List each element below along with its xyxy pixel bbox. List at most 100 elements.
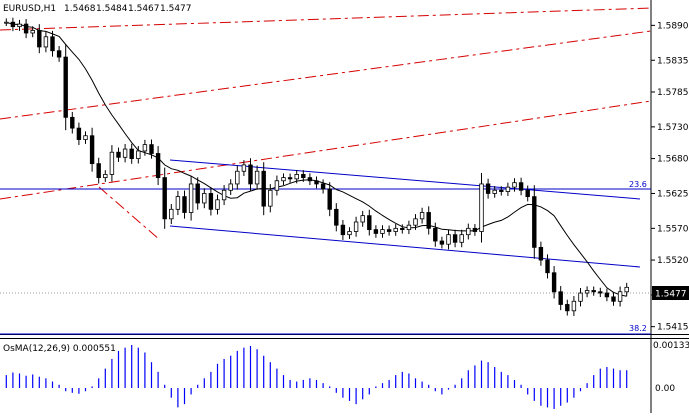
candle[interactable] bbox=[103, 170, 108, 182]
candle[interactable] bbox=[393, 224, 398, 236]
candle[interactable] bbox=[30, 26, 35, 38]
osma-panel[interactable]: OsMA(12,26,9) 0.000551 0.001332 0.00 bbox=[3, 341, 689, 409]
candle[interactable] bbox=[202, 188, 207, 209]
candle[interactable] bbox=[565, 299, 570, 316]
candle[interactable] bbox=[320, 179, 326, 194]
candle[interactable] bbox=[149, 139, 154, 159]
candle[interactable] bbox=[353, 216, 359, 237]
candle[interactable] bbox=[109, 145, 115, 182]
candle[interactable] bbox=[215, 194, 220, 215]
candle[interactable] bbox=[591, 286, 596, 296]
candle[interactable] bbox=[518, 177, 524, 196]
candle[interactable] bbox=[340, 219, 346, 240]
candle[interactable] bbox=[598, 287, 603, 298]
candle[interactable] bbox=[37, 24, 42, 54]
candle[interactable] bbox=[195, 177, 200, 210]
candle[interactable] bbox=[406, 220, 412, 235]
candle[interactable] bbox=[485, 178, 491, 199]
candle[interactable] bbox=[360, 210, 365, 227]
candle[interactable] bbox=[472, 224, 478, 236]
candle[interactable] bbox=[182, 190, 187, 219]
candle[interactable] bbox=[380, 225, 385, 238]
candle[interactable] bbox=[274, 175, 280, 196]
candle[interactable] bbox=[241, 160, 247, 177]
candle[interactable] bbox=[373, 225, 379, 238]
candle[interactable] bbox=[499, 186, 504, 196]
candle[interactable] bbox=[505, 182, 511, 197]
candle[interactable] bbox=[617, 286, 623, 307]
candle[interactable] bbox=[413, 214, 418, 230]
candle[interactable] bbox=[419, 207, 425, 224]
candle[interactable] bbox=[43, 31, 49, 53]
candle[interactable] bbox=[446, 229, 451, 250]
candle[interactable] bbox=[4, 18, 9, 27]
candle[interactable] bbox=[221, 185, 227, 206]
red-channel-middle-line[interactable] bbox=[0, 30, 652, 120]
candle[interactable] bbox=[386, 225, 392, 236]
candle[interactable] bbox=[307, 173, 313, 186]
candle[interactable] bbox=[116, 147, 121, 162]
candle[interactable] bbox=[327, 182, 332, 217]
candle[interactable] bbox=[426, 206, 431, 235]
candle[interactable] bbox=[347, 227, 352, 239]
candle[interactable] bbox=[578, 287, 583, 307]
candle[interactable] bbox=[10, 17, 16, 32]
red-channel-lower-line[interactable] bbox=[0, 100, 652, 200]
candle[interactable] bbox=[611, 292, 616, 306]
candle[interactable] bbox=[367, 209, 372, 236]
candle[interactable] bbox=[122, 144, 128, 163]
candle[interactable] bbox=[287, 173, 293, 183]
candle[interactable] bbox=[175, 190, 181, 216]
blue-channel-upper-line[interactable] bbox=[169, 159, 641, 200]
candle[interactable] bbox=[155, 146, 161, 186]
candle[interactable] bbox=[188, 175, 194, 221]
candle[interactable] bbox=[17, 19, 22, 31]
candle[interactable] bbox=[525, 185, 530, 202]
red-channel-upper-line[interactable] bbox=[0, 7, 652, 31]
candle[interactable] bbox=[76, 122, 82, 146]
candle[interactable] bbox=[63, 44, 68, 131]
candle[interactable] bbox=[70, 111, 75, 134]
candle[interactable] bbox=[479, 173, 484, 243]
candles-layer[interactable] bbox=[4, 17, 629, 317]
candle[interactable] bbox=[281, 173, 286, 186]
candle[interactable] bbox=[129, 143, 134, 164]
candle[interactable] bbox=[571, 296, 577, 317]
moving-average-line[interactable] bbox=[6, 21, 627, 297]
candle[interactable] bbox=[532, 185, 537, 259]
red-channel[interactable] bbox=[0, 7, 652, 241]
candle[interactable] bbox=[334, 203, 339, 232]
candle[interactable] bbox=[294, 169, 299, 184]
candle[interactable] bbox=[228, 179, 233, 196]
candle[interactable] bbox=[268, 184, 273, 213]
candle[interactable] bbox=[459, 229, 464, 248]
candle[interactable] bbox=[624, 282, 629, 297]
candle[interactable] bbox=[400, 224, 405, 234]
candle[interactable] bbox=[83, 131, 88, 144]
candle[interactable] bbox=[248, 158, 253, 191]
candle[interactable] bbox=[254, 165, 260, 190]
blue-channel[interactable] bbox=[0, 159, 651, 335]
candle[interactable] bbox=[23, 18, 29, 39]
candle[interactable] bbox=[169, 204, 174, 225]
candle[interactable] bbox=[551, 266, 557, 299]
candle[interactable] bbox=[604, 288, 610, 302]
candle[interactable] bbox=[512, 178, 517, 192]
candle[interactable] bbox=[235, 165, 240, 190]
candle[interactable] bbox=[452, 229, 458, 248]
candle[interactable] bbox=[439, 236, 445, 249]
candle[interactable] bbox=[545, 254, 550, 279]
candle[interactable] bbox=[96, 157, 101, 184]
candle[interactable] bbox=[50, 30, 55, 57]
candle[interactable] bbox=[208, 187, 214, 216]
candle[interactable] bbox=[142, 139, 148, 156]
candle[interactable] bbox=[89, 127, 95, 172]
candle[interactable] bbox=[466, 223, 471, 240]
candle[interactable] bbox=[301, 170, 306, 182]
candle[interactable] bbox=[162, 167, 167, 229]
candle[interactable] bbox=[314, 176, 319, 189]
candle[interactable] bbox=[56, 45, 62, 62]
red-trend-segment[interactable] bbox=[98, 186, 161, 241]
candle[interactable] bbox=[492, 186, 497, 198]
